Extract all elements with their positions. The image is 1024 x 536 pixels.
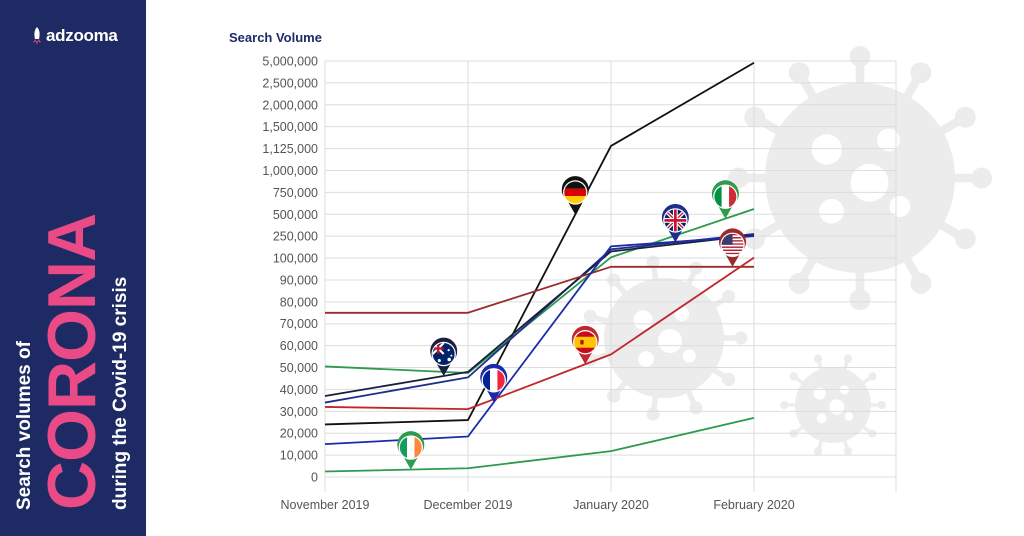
y-tick-label: 250,000 bbox=[273, 230, 318, 244]
virus-large-icon bbox=[727, 45, 993, 311]
y-tick-label: 750,000 bbox=[273, 186, 318, 200]
x-tick-label: January 2020 bbox=[573, 498, 649, 512]
y-tick-label: 2,000,000 bbox=[262, 98, 318, 112]
flag-markers bbox=[397, 176, 747, 470]
ireland-flag-icon bbox=[397, 431, 425, 470]
virus-background bbox=[583, 45, 993, 456]
australia-flag-icon bbox=[430, 337, 458, 376]
france-flag-icon bbox=[480, 363, 508, 403]
series-line-spain bbox=[324, 256, 755, 411]
series-line-france bbox=[324, 235, 755, 446]
y-axis-title: Search Volume bbox=[229, 30, 322, 45]
y-tick-label: 1,125,000 bbox=[262, 142, 318, 156]
y-tick-label: 0 bbox=[311, 471, 318, 485]
series-line-italy bbox=[324, 208, 755, 374]
y-tick-label: 500,000 bbox=[273, 208, 318, 222]
spain-flag-icon bbox=[571, 325, 599, 365]
y-tick-label: 40,000 bbox=[280, 383, 318, 397]
y-tick-labels: 0 10,000 20,000 30,000 40,000 50,000 60,000 70,… bbox=[262, 55, 318, 485]
rocket-icon bbox=[33, 27, 41, 45]
y-tick-label: 100,000 bbox=[273, 252, 318, 266]
y-tick-label: 30,000 bbox=[280, 405, 318, 419]
series-line-ireland bbox=[324, 417, 755, 473]
series-line-united-states bbox=[325, 265, 754, 314]
y-tick-label: 1,000,000 bbox=[262, 164, 318, 178]
germany-flag-icon bbox=[561, 176, 589, 215]
y-tick-label: 60,000 bbox=[280, 339, 318, 353]
y-tick-label: 2,500,000 bbox=[262, 76, 318, 90]
uk-flag-icon bbox=[661, 204, 689, 243]
x-tick-labels: November 2019 December 2019 January 2020 Fe… bbox=[281, 498, 795, 512]
series-line-australia bbox=[324, 234, 755, 397]
x-tick-label: November 2019 bbox=[281, 498, 370, 512]
y-tick-label: 20,000 bbox=[280, 427, 318, 441]
y-tick-label: 1,500,000 bbox=[262, 120, 318, 134]
y-tick-label: 70,000 bbox=[280, 317, 318, 331]
y-tick-label: 90,000 bbox=[280, 273, 318, 287]
usa-flag-icon bbox=[719, 228, 747, 267]
x-tick-label: December 2019 bbox=[424, 498, 513, 512]
sidebar: adzooma Search volumes of CORONA during … bbox=[0, 0, 146, 536]
y-tick-label: 80,000 bbox=[280, 295, 318, 309]
series-line-germany bbox=[324, 61, 755, 426]
virus-small-icon bbox=[780, 354, 886, 456]
y-tick-label: 10,000 bbox=[280, 449, 318, 463]
x-tick-label: February 2020 bbox=[713, 498, 794, 512]
brand-name: adzooma bbox=[46, 26, 118, 45]
chart-series bbox=[324, 61, 755, 473]
y-tick-label: 50,000 bbox=[280, 361, 318, 375]
y-tick-label: 5,000,000 bbox=[262, 55, 318, 69]
brand-logo: adzooma bbox=[30, 26, 118, 46]
italy-flag-icon bbox=[711, 180, 739, 219]
